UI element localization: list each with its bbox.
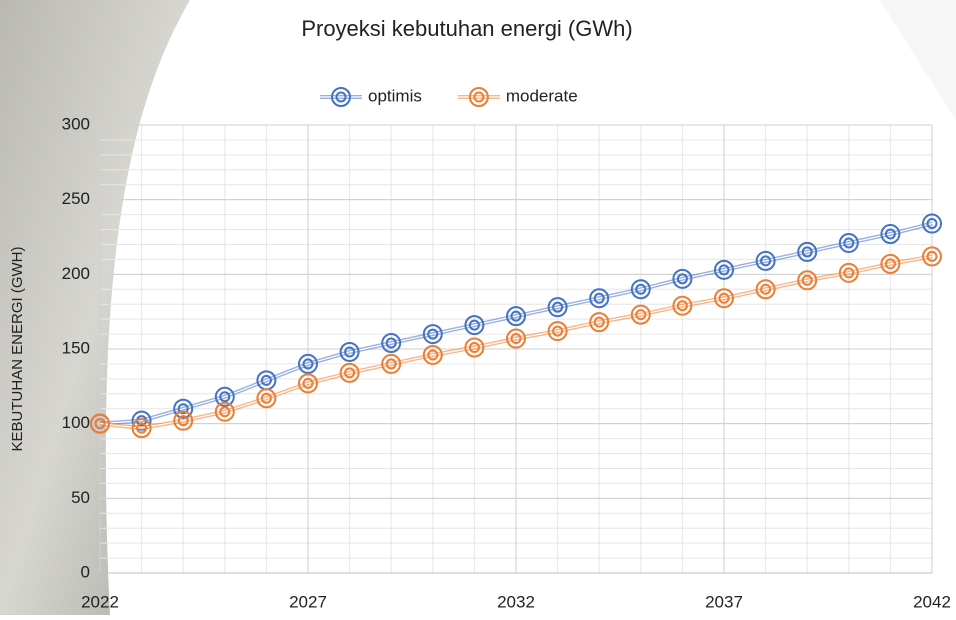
y-tick-label: 50: [71, 488, 90, 507]
chart: Proyeksi kebutuhan energi (GWh) KEBUTUHA…: [0, 0, 956, 615]
x-tick-label: 2027: [289, 592, 327, 611]
x-tick-label: 2022: [81, 592, 119, 611]
y-axis-label: KEBUTUHAN ENERGI (GWH): [9, 246, 26, 451]
x-tick-label: 2037: [705, 592, 743, 611]
y-tick-label: 150: [62, 338, 90, 357]
background-curve: [880, 0, 956, 615]
background-shape: [0, 0, 190, 615]
y-tick-label: 300: [62, 114, 90, 133]
x-tick-label: 2042: [913, 592, 951, 611]
y-tick-label: 100: [62, 413, 90, 432]
legend-label: moderate: [506, 86, 578, 105]
grid: [100, 125, 932, 573]
legend-item: optimis: [320, 86, 422, 106]
legend-label: optimis: [368, 86, 422, 105]
y-tick-label: 250: [62, 189, 90, 208]
y-tick-label: 200: [62, 264, 90, 283]
page: Proyeksi kebutuhan energi (GWh) KEBUTUHA…: [0, 0, 956, 615]
legend-item: moderate: [458, 86, 578, 106]
x-tick-label: 2032: [497, 592, 535, 611]
chart-title: Proyeksi kebutuhan energi (GWh): [301, 16, 632, 41]
y-tick-label: 0: [81, 562, 90, 581]
